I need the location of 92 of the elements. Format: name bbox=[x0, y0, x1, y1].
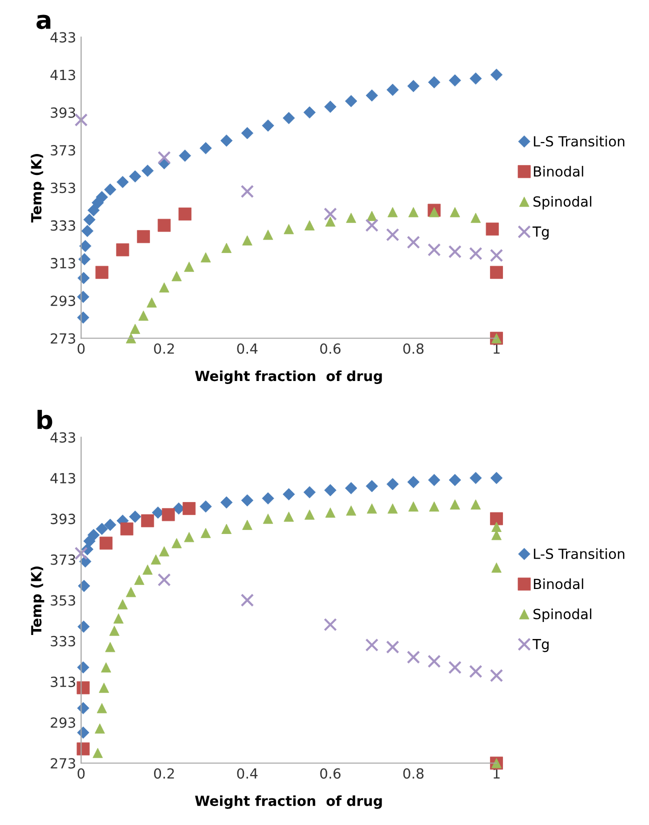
chart-title: a bbox=[36, 14, 50, 30]
point bbox=[182, 502, 196, 515]
point bbox=[469, 246, 482, 260]
point bbox=[240, 594, 254, 607]
point bbox=[486, 222, 499, 236]
legend-label: Binodal bbox=[534, 166, 584, 177]
legend-label: Tg bbox=[532, 226, 549, 240]
point bbox=[324, 207, 337, 221]
point bbox=[178, 150, 192, 162]
y-tick-label: 353 bbox=[50, 182, 76, 194]
point bbox=[490, 668, 504, 682]
point bbox=[240, 184, 254, 198]
point bbox=[158, 573, 171, 586]
point bbox=[116, 243, 130, 256]
y-tick-label: 353 bbox=[50, 595, 76, 606]
point bbox=[386, 640, 400, 654]
point bbox=[490, 266, 503, 279]
y-tick-label: 293 bbox=[50, 717, 76, 728]
legend-label: Tg bbox=[532, 639, 549, 652]
point bbox=[366, 89, 378, 102]
x-axis-title: Weight fraction of drug bbox=[195, 795, 382, 809]
y-tick-label: 393 bbox=[50, 107, 76, 118]
y-tick-label: 333 bbox=[50, 220, 76, 231]
point bbox=[303, 106, 316, 119]
point bbox=[220, 134, 233, 147]
point bbox=[95, 266, 108, 279]
point bbox=[448, 660, 462, 674]
point bbox=[366, 480, 378, 492]
point bbox=[365, 218, 378, 232]
y-tick-label: 373 bbox=[50, 145, 76, 156]
x-tick-label: 0.2 bbox=[154, 343, 174, 354]
point bbox=[406, 650, 420, 664]
point bbox=[324, 618, 337, 632]
y-tick-label: 393 bbox=[50, 514, 76, 524]
y-tick-label: 373 bbox=[50, 554, 76, 565]
point bbox=[146, 297, 157, 308]
point bbox=[74, 113, 88, 127]
x-tick-label: 0.8 bbox=[403, 768, 424, 779]
point bbox=[428, 243, 441, 256]
x-tick-label: 0.4 bbox=[237, 343, 258, 354]
point bbox=[129, 510, 142, 523]
y-axis-title: Temp (K) bbox=[30, 154, 44, 222]
x-tick-label: 0 bbox=[78, 343, 85, 354]
x-tick-label: 0 bbox=[78, 768, 85, 779]
x-axis-title: Weight fraction of drug bbox=[195, 370, 382, 384]
legend-label: Binodal bbox=[534, 578, 584, 590]
y-tick-label: 293 bbox=[50, 296, 76, 306]
point bbox=[126, 586, 136, 598]
y-tick-label: 313 bbox=[50, 258, 76, 268]
legend-label: L-S Transition bbox=[534, 548, 624, 560]
point bbox=[162, 508, 175, 522]
legend-label: L-S Transition bbox=[534, 136, 624, 147]
x-tick-label: 0.6 bbox=[320, 343, 341, 354]
point bbox=[469, 664, 482, 678]
y-axis-title: Temp (K) bbox=[30, 566, 44, 635]
point bbox=[407, 80, 420, 92]
y-tick-label: 433 bbox=[50, 32, 76, 43]
x-tick-label: 0.8 bbox=[403, 343, 424, 354]
point bbox=[490, 512, 503, 526]
point bbox=[100, 536, 113, 550]
point bbox=[81, 224, 94, 238]
point bbox=[450, 499, 460, 510]
y-tick-label: 413 bbox=[50, 70, 76, 80]
x-tick-label: 0.4 bbox=[237, 768, 258, 779]
y-tick-label: 273 bbox=[50, 333, 76, 344]
point bbox=[116, 176, 129, 188]
point bbox=[221, 242, 232, 253]
y-tick-label: 433 bbox=[50, 432, 76, 443]
y-tick-label: 313 bbox=[50, 676, 76, 688]
point bbox=[158, 150, 171, 164]
point bbox=[96, 190, 108, 204]
legend-label: Spinodal bbox=[533, 196, 592, 210]
point bbox=[448, 245, 462, 258]
point bbox=[428, 474, 440, 486]
y-tick-label: 413 bbox=[50, 472, 76, 484]
x-tick-label: 0.2 bbox=[154, 768, 174, 779]
chart-title: b bbox=[38, 410, 52, 430]
point bbox=[241, 494, 254, 506]
legend-label: Spinodal bbox=[533, 608, 592, 622]
point bbox=[92, 748, 103, 758]
y-tick-label: 333 bbox=[50, 636, 76, 646]
point bbox=[365, 638, 378, 652]
point bbox=[241, 127, 254, 140]
point bbox=[345, 482, 358, 494]
point bbox=[74, 546, 88, 560]
y-tick-label: 273 bbox=[50, 758, 76, 769]
point bbox=[490, 248, 504, 262]
x-tick-label: 0.6 bbox=[320, 768, 341, 779]
point bbox=[428, 654, 441, 668]
point bbox=[406, 236, 420, 249]
point bbox=[386, 228, 400, 242]
point bbox=[303, 486, 316, 498]
